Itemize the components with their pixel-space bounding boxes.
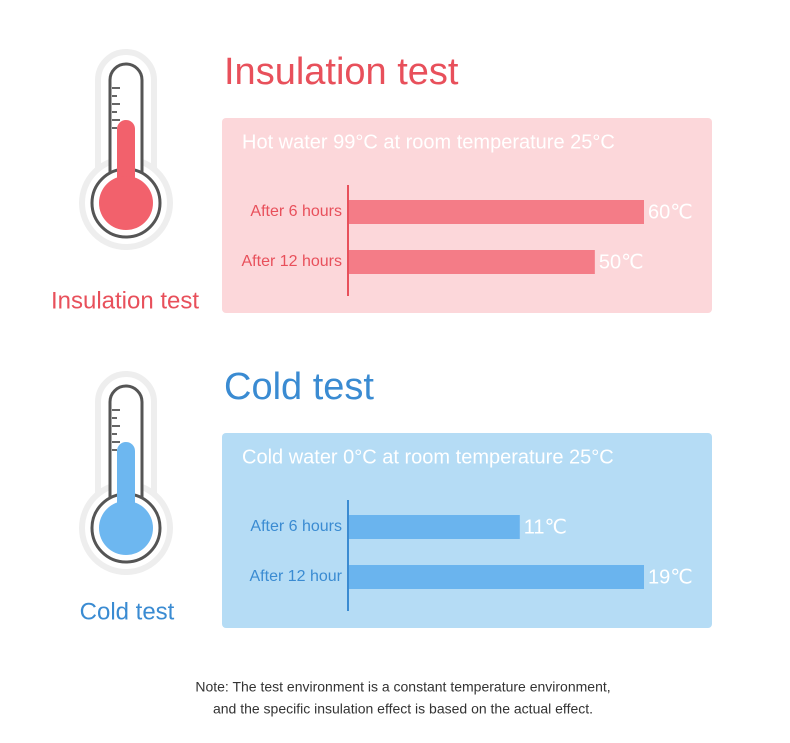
note: and the specific insulation effect is ba… <box>213 701 593 717</box>
category-label: After 12 hour <box>250 568 343 585</box>
chart-title: Cold test <box>224 366 374 408</box>
bar <box>349 250 595 274</box>
hot-thermometer <box>79 49 173 250</box>
bar <box>349 565 644 589</box>
subtitle: Cold water 0°C at room temperature 25°C <box>242 446 614 468</box>
cold-thermometer <box>79 371 173 575</box>
chart-title: Insulation test <box>224 51 459 93</box>
category-label: After 6 hours <box>250 518 342 535</box>
value-label: 50℃ <box>599 251 644 273</box>
category-label: After 12 hours <box>242 253 343 270</box>
value-label: 60℃ <box>648 201 693 223</box>
value-label: 11℃ <box>524 516 567 538</box>
bar <box>349 515 520 539</box>
value-label: 19℃ <box>648 566 693 588</box>
bar <box>349 200 644 224</box>
icon-label: Insulation test <box>51 287 199 314</box>
category-label: After 6 hours <box>250 203 342 220</box>
icon-label: Cold test <box>80 598 175 625</box>
note: Note: The test environment is a constant… <box>195 679 610 695</box>
subtitle: Hot water 99°C at room temperature 25°C <box>242 131 615 153</box>
